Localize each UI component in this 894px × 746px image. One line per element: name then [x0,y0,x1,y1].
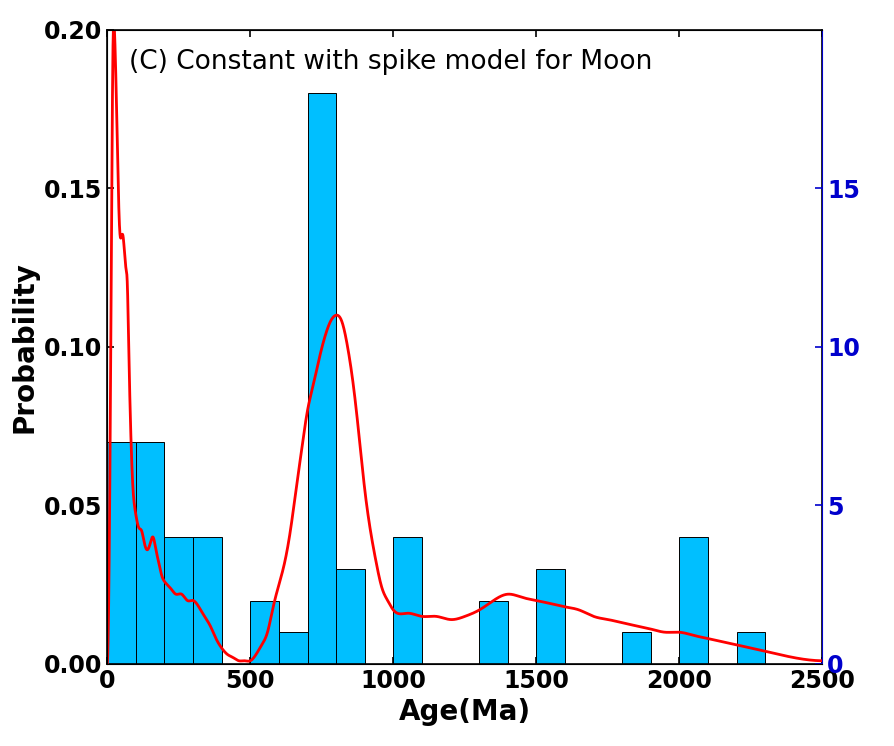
Bar [622,633,651,664]
Bar [479,601,508,664]
Bar [279,633,308,664]
Bar [336,568,365,664]
Bar [536,568,565,664]
X-axis label: Age(Ma): Age(Ma) [399,698,531,727]
Y-axis label: Probability: Probability [11,261,38,433]
Bar [679,537,708,664]
Bar [107,442,136,664]
Bar [737,633,765,664]
Bar [250,601,279,664]
Bar [136,442,164,664]
Bar [164,537,193,664]
Bar [308,93,336,664]
Bar [393,537,422,664]
Bar [193,537,222,664]
Text: (C) Constant with spike model for Moon: (C) Constant with spike model for Moon [129,49,652,75]
